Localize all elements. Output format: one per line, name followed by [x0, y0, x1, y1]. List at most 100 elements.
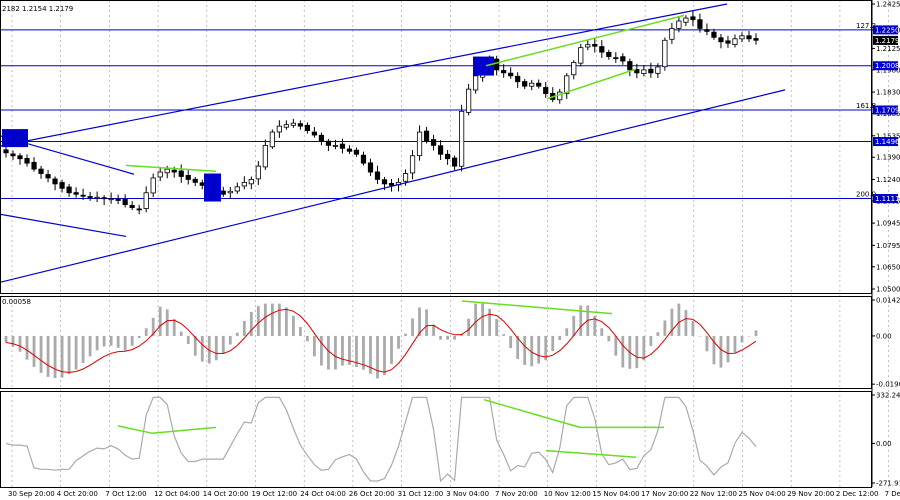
x-tick-label: 2 Dec 12:00 [836, 490, 879, 498]
candle-body [164, 168, 170, 174]
macd-histogram-bar [523, 335, 527, 365]
signal-marker [204, 173, 221, 202]
macd-histogram-bar [740, 335, 744, 343]
macd-histogram-bar [39, 335, 43, 373]
macd-histogram-bar [747, 335, 751, 337]
price-tick-label: 1.2425 [876, 1, 900, 9]
candle-body [52, 178, 58, 185]
osc-tick-label: 0.00 [876, 440, 892, 448]
macd-tick-label: -0.01906 [876, 381, 900, 389]
macd-histogram-bar [649, 335, 653, 346]
candle-body [115, 199, 121, 201]
candle-body [501, 70, 507, 74]
candle-body [150, 177, 156, 194]
candle-body [108, 198, 114, 201]
candle-body [473, 75, 479, 91]
candle-body [304, 124, 311, 131]
price-tick-label: 1.0795 [876, 242, 900, 250]
macd-histogram-bar [256, 306, 260, 336]
candle-body [613, 57, 619, 60]
candle-body [367, 162, 374, 173]
candle-body [592, 43, 598, 47]
macd-histogram-bar [158, 306, 162, 336]
macd-histogram-bar [474, 303, 478, 336]
macd-histogram-bar [116, 335, 120, 348]
candle-body [578, 47, 584, 64]
divergence-line [546, 68, 637, 100]
candle-body [346, 148, 353, 152]
candle-body [255, 165, 261, 180]
price-tag-box [873, 194, 898, 204]
macd-histogram-bar [754, 330, 758, 336]
candle-body [311, 131, 318, 136]
candle-body [466, 88, 472, 113]
x-tick-label: 26 Oct 20:00 [349, 490, 395, 498]
macd-tick-label: 0.0142 [876, 297, 900, 305]
candle-body [73, 192, 79, 195]
candle-body [157, 171, 163, 178]
candle-body [515, 75, 521, 83]
price-tick-label: 1.0945 [876, 220, 900, 228]
macd-histogram-bar [684, 310, 688, 336]
macd-histogram-bar [369, 335, 372, 374]
candle-body [437, 145, 444, 155]
macd-histogram-bar [221, 335, 225, 354]
macd-histogram-bar [263, 303, 267, 336]
candle-body [662, 39, 668, 68]
candle-body [241, 182, 247, 187]
oscillator-panel [5, 396, 757, 483]
macd-histogram-bar [327, 335, 330, 370]
candle-body [451, 157, 458, 167]
candle-body [725, 40, 731, 44]
candle-body [634, 69, 640, 74]
candle-body [59, 182, 65, 189]
macd-histogram-bar [614, 335, 618, 356]
x-tick-label: 30 Sep 20:00 [8, 490, 55, 498]
panel-frame [0, 0, 872, 294]
price-tick-label: 1.0500 [876, 286, 900, 294]
level-label: 161.8 [856, 102, 876, 110]
macd-histogram-bar [712, 335, 716, 365]
ohlc-header: 2182 1.2154 1.2179 [2, 5, 73, 13]
x-tick-label: 3 Nov 04:00 [446, 490, 489, 498]
candle-body [627, 61, 633, 71]
x-tick-label: 4 Oct 20:00 [57, 490, 98, 498]
candle-body [402, 173, 409, 182]
candle-body [522, 81, 528, 87]
macd-histogram-bar [397, 335, 400, 349]
price-tag-box [873, 25, 898, 35]
osc-divergence-line [545, 449, 637, 458]
macd-histogram-bar [670, 308, 674, 336]
macd-histogram-bar [313, 335, 316, 357]
x-tick-label: 12 Oct 04:00 [154, 490, 200, 498]
macd-histogram-bar [733, 335, 737, 353]
macd-histogram-bar [544, 335, 548, 361]
macd-histogram-bar [200, 335, 204, 362]
macd-histogram-bar [249, 311, 253, 336]
macd-histogram-bar [425, 309, 428, 336]
macd-histogram-bar [362, 335, 365, 370]
candle-body [234, 186, 240, 192]
macd-histogram-bar [348, 335, 351, 365]
osc-tick-label: 332.248 [876, 392, 900, 400]
candle-body [444, 153, 451, 160]
candle-body [529, 82, 535, 87]
price-tick-label: 1.0650 [876, 263, 900, 271]
candle-body [718, 37, 724, 43]
macd-histogram-bar [593, 315, 597, 336]
current-price-tag-label: 1.2179 [875, 37, 900, 45]
candle-body [753, 38, 759, 41]
candle-body [297, 123, 303, 127]
macd-histogram-bar [179, 331, 183, 336]
macd-histogram-bar [390, 335, 393, 364]
macd-histogram-bar [719, 335, 723, 368]
candle-body [220, 190, 226, 195]
macd-histogram-bar [151, 317, 155, 336]
candle-body [571, 62, 577, 76]
candle-body [381, 179, 388, 185]
price-tick-label: 1.1535 [876, 132, 900, 140]
candle-body [66, 186, 72, 194]
macd-histogram-bar [67, 335, 71, 375]
x-tick-label: 24 Oct 04:00 [300, 490, 346, 498]
candle-body [676, 20, 682, 29]
